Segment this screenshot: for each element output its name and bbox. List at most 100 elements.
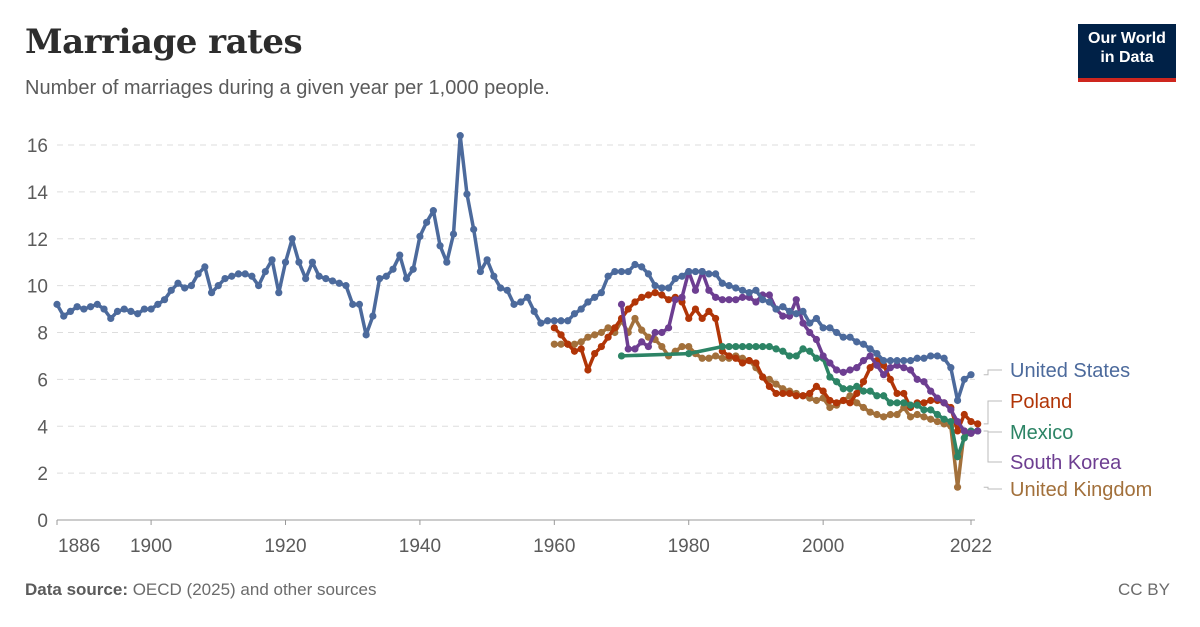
data-point[interactable] — [866, 352, 874, 360]
data-point[interactable] — [557, 331, 565, 339]
data-point[interactable] — [873, 361, 881, 369]
data-point[interactable] — [147, 305, 155, 313]
data-point[interactable] — [759, 342, 767, 351]
data-point[interactable] — [577, 345, 585, 353]
data-point[interactable] — [470, 225, 478, 233]
data-point[interactable] — [974, 427, 982, 435]
data-point[interactable] — [550, 340, 558, 348]
data-point[interactable] — [685, 314, 693, 323]
data-point[interactable] — [644, 270, 653, 278]
data-point[interactable] — [443, 258, 451, 266]
data-point[interactable] — [853, 382, 861, 391]
data-point[interactable] — [550, 324, 558, 332]
data-point[interactable] — [812, 335, 821, 344]
data-point[interactable] — [315, 272, 323, 280]
data-point[interactable] — [87, 303, 95, 311]
data-point[interactable] — [772, 345, 780, 353]
data-point[interactable] — [953, 483, 962, 491]
data-point[interactable] — [752, 298, 760, 306]
data-point[interactable] — [846, 333, 854, 341]
data-point[interactable] — [140, 305, 148, 313]
data-point[interactable] — [832, 328, 841, 337]
data-point[interactable] — [349, 300, 357, 308]
data-point[interactable] — [631, 345, 639, 353]
data-point[interactable] — [570, 347, 579, 355]
data-point[interactable] — [423, 218, 431, 226]
data-point[interactable] — [382, 272, 390, 280]
data-point[interactable] — [927, 396, 935, 405]
data-point[interactable] — [913, 401, 921, 409]
data-point[interactable] — [375, 274, 384, 283]
data-point[interactable] — [873, 392, 881, 400]
data-point[interactable] — [745, 357, 753, 365]
data-point[interactable] — [920, 413, 928, 421]
data-point[interactable] — [342, 282, 350, 290]
data-point[interactable] — [100, 305, 108, 313]
data-point[interactable] — [503, 286, 511, 294]
data-point[interactable] — [765, 298, 773, 306]
data-point[interactable] — [362, 331, 370, 339]
data-point[interactable] — [664, 284, 673, 292]
data-point[interactable] — [308, 258, 316, 266]
series-line[interactable] — [553, 290, 979, 433]
data-point[interactable] — [866, 345, 874, 353]
data-point[interactable] — [779, 303, 787, 311]
data-point[interactable] — [853, 364, 861, 372]
data-point[interactable] — [826, 324, 834, 332]
data-point[interactable] — [967, 417, 975, 426]
legend-label-mexico[interactable]: Mexico — [1010, 422, 1073, 444]
data-point[interactable] — [859, 387, 868, 395]
data-point[interactable] — [846, 399, 854, 407]
data-point[interactable] — [167, 286, 175, 294]
data-point[interactable] — [886, 399, 894, 407]
data-point[interactable] — [772, 389, 780, 398]
data-point[interactable] — [73, 303, 81, 311]
data-point[interactable] — [893, 410, 901, 419]
data-point[interactable] — [799, 345, 807, 353]
data-point[interactable] — [839, 385, 847, 393]
data-point[interactable] — [631, 298, 639, 306]
data-point[interactable] — [859, 357, 868, 365]
data-point[interactable] — [866, 408, 874, 416]
data-point[interactable] — [221, 274, 229, 283]
data-point[interactable] — [906, 366, 915, 374]
data-point[interactable] — [900, 364, 908, 372]
data-point[interactable] — [678, 272, 686, 280]
data-point[interactable] — [947, 406, 955, 414]
data-point[interactable] — [597, 328, 605, 337]
data-point[interactable] — [853, 389, 861, 398]
data-point[interactable] — [530, 307, 538, 316]
data-point[interactable] — [960, 427, 968, 435]
data-point[interactable] — [712, 293, 720, 301]
data-point[interactable] — [927, 352, 935, 360]
data-point[interactable] — [785, 389, 794, 398]
data-point[interactable] — [255, 282, 263, 290]
data-point[interactable] — [591, 331, 599, 339]
data-point[interactable] — [752, 359, 760, 367]
data-point[interactable] — [953, 417, 962, 426]
data-point[interactable] — [900, 357, 908, 365]
data-point[interactable] — [436, 242, 444, 250]
data-point[interactable] — [732, 354, 740, 362]
data-point[interactable] — [449, 230, 458, 238]
data-point[interactable] — [517, 298, 525, 306]
data-point[interactable] — [617, 267, 626, 276]
data-point[interactable] — [685, 267, 693, 276]
data-point[interactable] — [859, 340, 868, 348]
data-point[interactable] — [718, 279, 726, 287]
data-point[interactable] — [604, 333, 612, 341]
data-point[interactable] — [738, 342, 747, 351]
data-point[interactable] — [275, 289, 283, 297]
data-point[interactable] — [591, 293, 599, 301]
data-point[interactable] — [591, 349, 599, 358]
data-point[interactable] — [664, 296, 673, 304]
data-point[interactable] — [261, 267, 269, 276]
data-point[interactable] — [335, 279, 343, 287]
data-point[interactable] — [906, 401, 915, 409]
data-point[interactable] — [638, 293, 646, 301]
data-point[interactable] — [920, 378, 928, 386]
data-point[interactable] — [886, 364, 894, 372]
data-point[interactable] — [765, 382, 773, 391]
data-point[interactable] — [685, 349, 693, 358]
data-point[interactable] — [718, 354, 726, 362]
